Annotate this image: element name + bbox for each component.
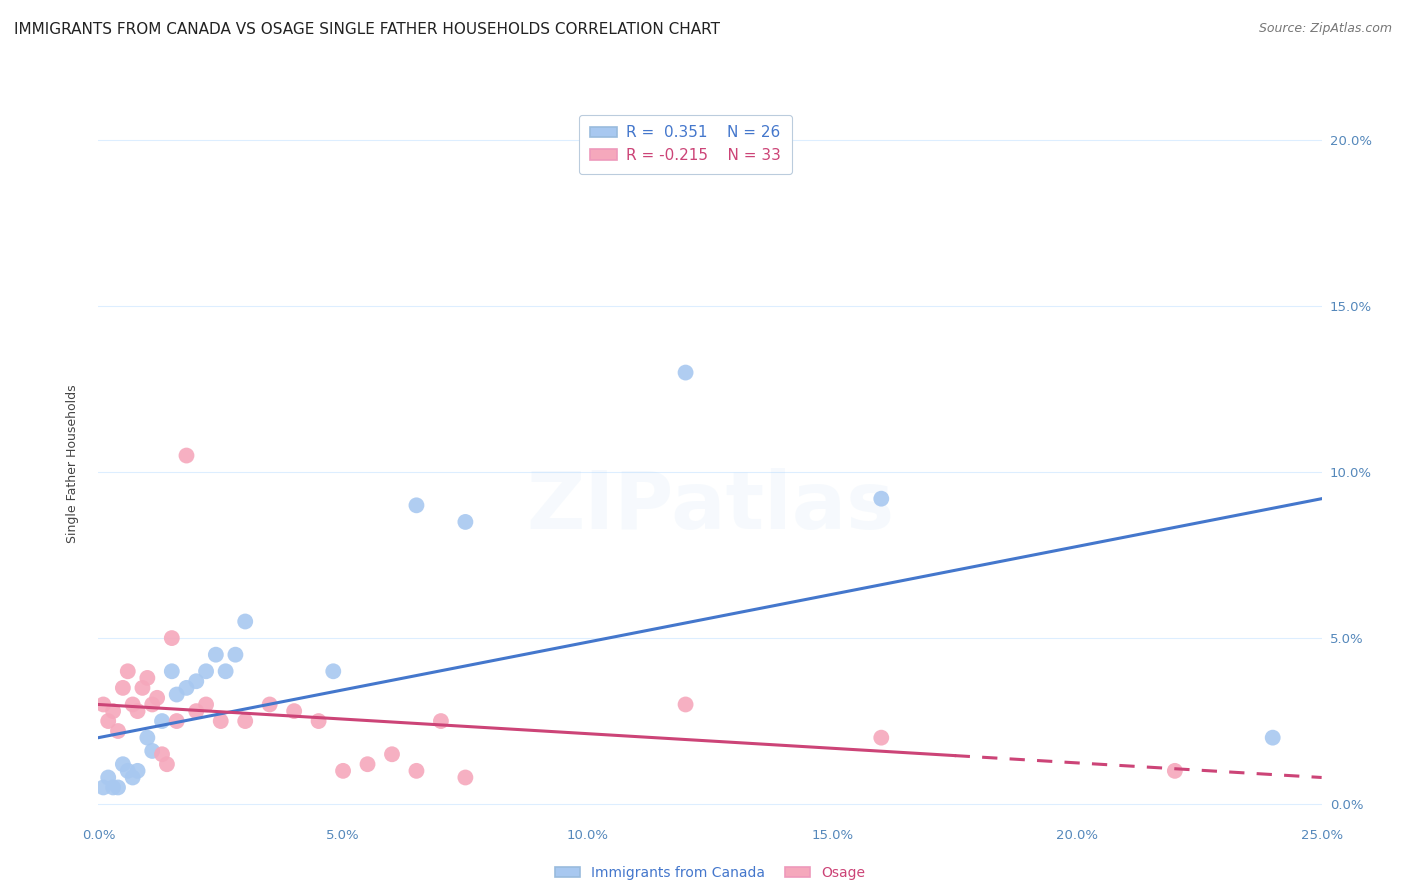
Point [405,499,427,513]
Point [1261,731,1284,745]
Point [430,714,453,728]
Point [91,698,114,712]
Point [870,491,893,506]
Point [454,771,477,785]
Point [186,704,208,718]
Point [381,747,404,762]
Legend: Immigrants from Canada, Osage: Immigrants from Canada, Osage [548,860,872,885]
Point [675,698,697,712]
Point [107,724,129,739]
Point [283,704,305,718]
Point [150,747,173,762]
Point [186,674,208,689]
Point [176,449,198,463]
Point [136,731,159,745]
Point [205,648,228,662]
Point [131,681,153,695]
Point [141,744,163,758]
Point [136,671,159,685]
Point [107,780,129,795]
Point [356,757,378,772]
Text: IMMIGRANTS FROM CANADA VS OSAGE SINGLE FATHER HOUSEHOLDS CORRELATION CHART: IMMIGRANTS FROM CANADA VS OSAGE SINGLE F… [14,22,720,37]
Point [870,731,893,745]
Point [1164,764,1187,778]
Point [209,714,232,728]
Point [127,764,149,778]
Point [160,665,183,679]
Point [146,690,169,705]
Y-axis label: Single Father Households: Single Father Households [66,384,79,543]
Point [91,780,114,795]
Point [101,780,124,795]
Point [111,757,134,772]
Text: ZIPatlas: ZIPatlas [526,467,894,546]
Point [117,665,139,679]
Point [176,681,198,695]
Point [233,615,256,629]
Point [214,665,236,679]
Point [127,704,149,718]
Point [259,698,281,712]
Point [195,698,218,712]
Point [308,714,330,728]
Point [150,714,173,728]
Point [322,665,344,679]
Point [332,764,354,778]
Point [224,648,246,662]
Point [454,515,477,529]
Point [97,771,120,785]
Point [111,681,134,695]
Point [121,771,143,785]
Point [117,764,139,778]
Point [101,704,124,718]
Point [166,688,188,702]
Point [675,366,697,380]
Point [405,764,427,778]
Point [166,714,188,728]
Point [160,631,183,645]
Text: Source: ZipAtlas.com: Source: ZipAtlas.com [1258,22,1392,36]
Point [156,757,179,772]
Point [195,665,218,679]
Point [97,714,120,728]
Point [233,714,256,728]
Point [141,698,163,712]
Point [121,698,143,712]
